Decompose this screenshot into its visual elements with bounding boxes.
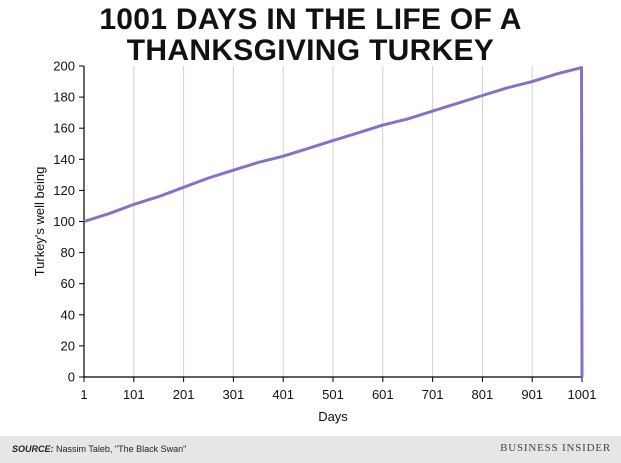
y-tick-label: 120 <box>53 183 75 198</box>
x-tick-label: 701 <box>422 387 444 402</box>
source-text: Nassim Taleb, "The Black Swan" <box>56 444 187 454</box>
x-tick-label: 1001 <box>568 387 597 402</box>
y-tick-label: 80 <box>61 245 75 260</box>
source-note: SOURCE: Nassim Taleb, "The Black Swan" <box>12 444 186 454</box>
y-tick-label: 0 <box>68 370 75 385</box>
y-tick-label: 40 <box>61 307 75 322</box>
x-tick-label: 901 <box>521 387 543 402</box>
y-tick-label: 160 <box>53 121 75 136</box>
x-axis-label: Days <box>318 409 348 424</box>
y-axis-label: Turkey's well being <box>32 167 47 277</box>
x-tick-label: 801 <box>472 387 494 402</box>
x-tick-label: 1 <box>80 387 87 402</box>
y-tick-label: 100 <box>53 214 75 229</box>
title-line-2: THANKSGIVING TURKEY <box>126 34 495 67</box>
y-tick-label: 20 <box>61 338 75 353</box>
x-tick-label: 101 <box>123 387 145 402</box>
y-tick-label: 200 <box>53 59 75 74</box>
x-tick-label: 201 <box>173 387 195 402</box>
x-tick-label: 501 <box>322 387 344 402</box>
y-tick-label: 140 <box>53 152 75 167</box>
x-tick-label: 401 <box>272 387 294 402</box>
y-tick-label: 60 <box>61 276 75 291</box>
x-tick-label: 601 <box>372 387 394 402</box>
brand-logo: BUSINESS INSIDER <box>500 442 611 454</box>
line-chart: 0 20 40 60 80 100 120 140 160 180 200 1 101 201 301 401… <box>32 59 597 425</box>
y-tick-label: 180 <box>53 90 75 105</box>
series-line <box>83 66 584 378</box>
chart-title: 1001 DAYS IN THE LIFE OF A THANKSGIVING … <box>0 4 621 66</box>
source-label: SOURCE: <box>12 444 54 454</box>
x-tick-label: 301 <box>223 387 245 402</box>
title-line-1: 1001 DAYS IN THE LIFE OF A <box>99 3 522 36</box>
footer-bar: SOURCE: Nassim Taleb, "The Black Swan" B… <box>0 436 621 463</box>
